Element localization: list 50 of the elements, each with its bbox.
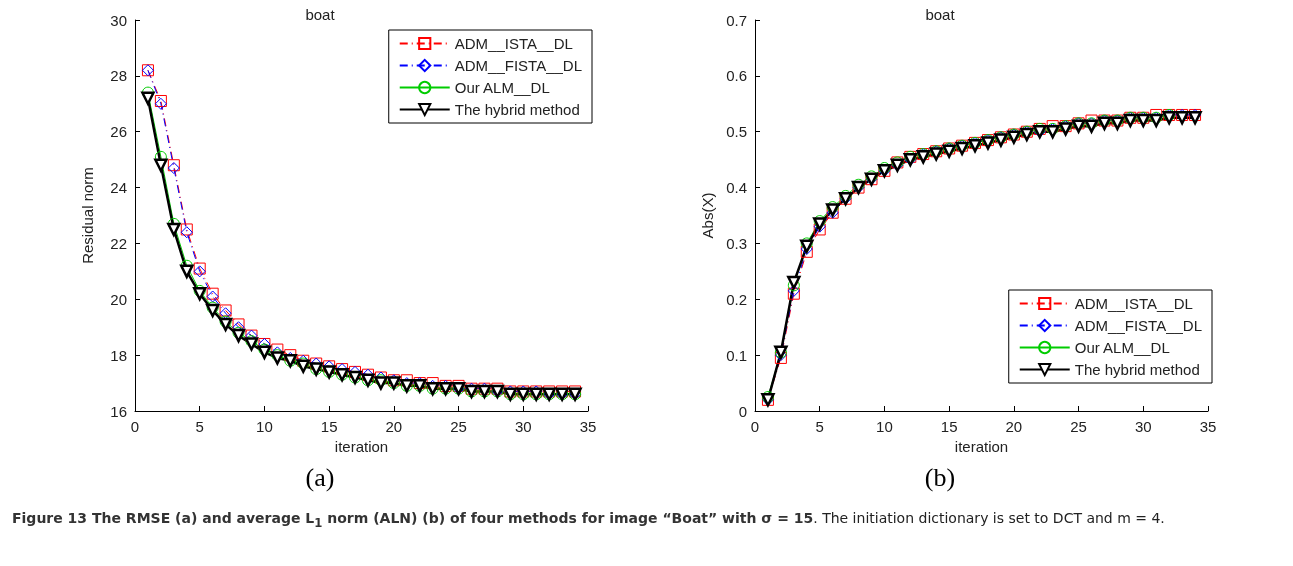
x-tick-label: 25 — [450, 418, 467, 435]
legend-label: Our ALM__DL — [454, 79, 550, 96]
caption: Figure 13 The RMSE (a) and average L$_{1}$ norm (ALN) (b) of four methods for image “Boat” with σ = 15 — [12, 510, 814, 530]
legend-label: ADM__FISTA__DL — [1074, 317, 1202, 334]
x-tick-label: 10 — [876, 418, 893, 435]
x-tick-label: 5 — [195, 418, 204, 435]
y-tick-label: 26 — [110, 123, 127, 141]
y-tick-label: 0.5 — [726, 123, 747, 141]
x-tick-label: 30 — [1134, 418, 1152, 435]
y-tick-label: 0.1 — [726, 346, 747, 364]
x-tick-label: 15 — [320, 418, 338, 435]
legend-label: The hybrid method — [1074, 361, 1200, 378]
y-axis-title: Abs(X) — [699, 192, 716, 239]
y-axis-title: Residual norm — [79, 167, 96, 264]
chart-title: boat — [305, 6, 336, 23]
y-tick-label: 30 — [110, 11, 127, 29]
x-tick-label: 20 — [1005, 418, 1023, 435]
y-tick-label: 20 — [110, 290, 127, 308]
text: (b) — [923, 463, 957, 493]
legend-label: ADM__ISTA__DL — [1074, 295, 1193, 312]
y-tick-label: 28 — [110, 67, 127, 85]
y-tick-label: 0.4 — [726, 179, 747, 197]
legend-label: Our ALM__DL — [1074, 339, 1170, 356]
x-tick-label: 20 — [385, 418, 403, 435]
x-tick-label: 5 — [815, 418, 824, 435]
x-tick-label: 30 — [514, 418, 532, 435]
y-tick-label: 0.2 — [726, 290, 747, 308]
y-tick-label: 0.3 — [726, 234, 747, 252]
x-tick-label: 10 — [256, 418, 273, 435]
y-tick-label: 22 — [110, 234, 127, 252]
y-tick-label: 16 — [110, 402, 127, 420]
legend-label: ADM__ISTA__DL — [454, 35, 573, 52]
x-tick-label: 35 — [1199, 418, 1217, 435]
legend-label: The hybrid method — [454, 101, 580, 118]
x-tick-label: 15 — [940, 418, 958, 435]
x-tick-label: 0 — [750, 418, 760, 435]
x-axis-title: iteration — [334, 437, 389, 455]
chart-title: boat — [925, 6, 956, 23]
y-tick-label: 0.6 — [726, 67, 747, 85]
x-tick-label: 0 — [130, 418, 140, 435]
y-tick-label: 18 — [110, 346, 127, 364]
text: (a) — [304, 463, 336, 493]
x-tick-label: 25 — [1070, 418, 1087, 435]
y-tick-label: 24 — [110, 179, 127, 197]
text: . The initiation dictionary is set to DCT and m = 4. — [813, 510, 1165, 526]
x-axis-title: iteration — [954, 437, 1009, 455]
y-tick-label: 0.7 — [726, 11, 747, 29]
x-tick-label: 35 — [579, 418, 597, 435]
legend-label: ADM__FISTA__DL — [454, 57, 582, 74]
y-tick-label: 0 — [738, 402, 747, 420]
